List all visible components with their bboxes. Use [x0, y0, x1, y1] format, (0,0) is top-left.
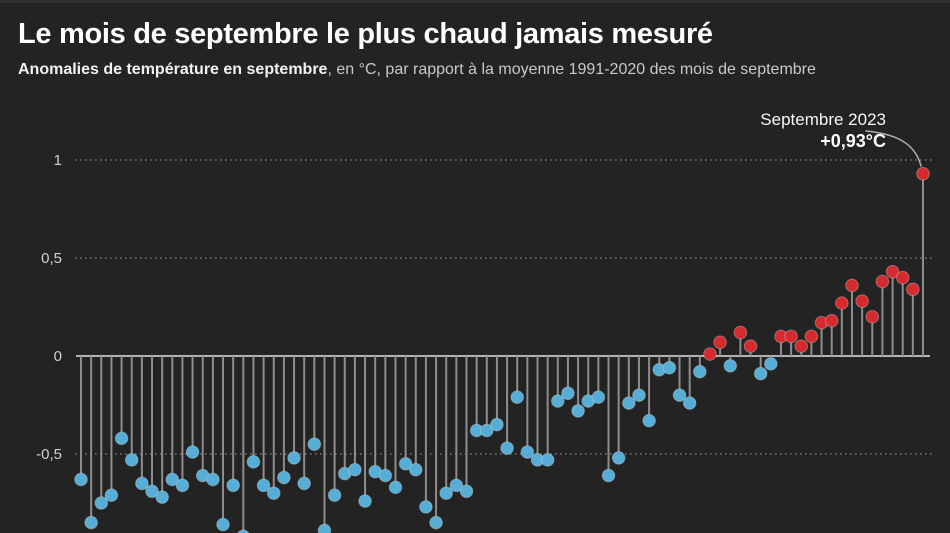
data-point [601, 468, 616, 483]
data-point [510, 390, 525, 405]
subtitle-bold: Anomalies de température en septembre [18, 61, 328, 79]
data-point [317, 523, 332, 533]
annotation-arrow [865, 130, 922, 167]
data-point [226, 478, 241, 493]
data-point [165, 472, 180, 487]
data-point [845, 278, 859, 293]
data-point [277, 470, 291, 485]
data-point [611, 451, 626, 465]
chart-subtitle: Anomalies de température en septembre, e… [18, 61, 932, 79]
data-point [378, 468, 393, 483]
data-point [449, 478, 464, 493]
data-point [895, 270, 910, 285]
data-point [550, 394, 565, 408]
data-point [104, 488, 119, 503]
data-point [621, 396, 636, 410]
data-point [855, 294, 869, 308]
data-point [672, 388, 687, 403]
data-point [246, 454, 261, 469]
data-point [763, 356, 778, 371]
data-point [307, 437, 322, 452]
data-point [266, 486, 281, 501]
record-annotation: Septembre 2023 +0,93°C [760, 110, 886, 152]
data-point [256, 478, 271, 493]
data-point [490, 417, 504, 432]
data-point [692, 364, 707, 379]
data-point [419, 500, 433, 514]
data-point [237, 529, 250, 533]
data-point [429, 515, 443, 530]
data-point [439, 486, 454, 501]
y-tick-label: 0,5 [41, 250, 62, 267]
data-point [632, 388, 646, 403]
data-point [500, 441, 514, 455]
data-point [784, 329, 798, 344]
data-point [74, 472, 88, 487]
data-point [287, 451, 301, 465]
data-point [479, 423, 494, 438]
data-point [206, 472, 220, 487]
page-title: Le mois de septembre le plus chaud jamai… [18, 18, 713, 50]
data-point [135, 476, 149, 491]
data-point [662, 360, 677, 375]
data-point [906, 282, 920, 297]
y-tick-label: 1 [54, 152, 62, 169]
data-point [348, 462, 362, 477]
data-point [94, 496, 109, 510]
data-point [743, 339, 758, 354]
data-point [459, 484, 474, 499]
data-point [824, 313, 839, 328]
annotation-value: +0,93°C [820, 130, 886, 151]
data-point [682, 396, 697, 410]
data-point [540, 453, 555, 467]
data-point [794, 339, 809, 354]
data-point [875, 274, 890, 289]
data-point [216, 517, 230, 532]
data-point [804, 329, 819, 344]
data-point-record [916, 166, 930, 181]
data-point [733, 325, 748, 340]
data-point [185, 445, 200, 459]
y-tick-label: -0,5 [36, 446, 62, 463]
annotation-label: Septembre 2023 [760, 110, 886, 129]
data-point [408, 462, 423, 477]
data-point [358, 494, 372, 508]
data-point [145, 484, 159, 499]
data-point [571, 404, 585, 418]
data-point [753, 366, 768, 381]
data-point [703, 347, 717, 361]
data-point [175, 478, 190, 493]
data-point [723, 358, 738, 373]
subtitle-rest: , en °C, par rapport à la moyenne 1991-2… [327, 61, 816, 79]
data-point [114, 431, 129, 446]
data-point [561, 386, 575, 401]
data-point [834, 296, 849, 310]
data-point [520, 445, 535, 459]
data-point [84, 515, 98, 530]
data-point [398, 456, 413, 471]
window-top-edge [0, 0, 950, 3]
data-point [327, 488, 342, 503]
data-point [885, 264, 900, 279]
data-point [124, 453, 139, 467]
data-point [865, 309, 880, 324]
chart-header: Le mois de septembre le plus chaud jamai… [18, 18, 932, 79]
data-point [388, 480, 403, 495]
data-point [642, 413, 656, 428]
data-point [297, 476, 312, 491]
y-tick-label: 0 [54, 348, 62, 365]
data-point [713, 335, 727, 350]
data-point [591, 390, 606, 405]
data-point [155, 490, 170, 504]
